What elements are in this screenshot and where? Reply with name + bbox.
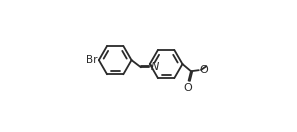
Text: O: O (184, 83, 192, 93)
Text: N: N (151, 62, 159, 72)
Text: O: O (199, 65, 208, 75)
Text: Br: Br (86, 55, 98, 65)
